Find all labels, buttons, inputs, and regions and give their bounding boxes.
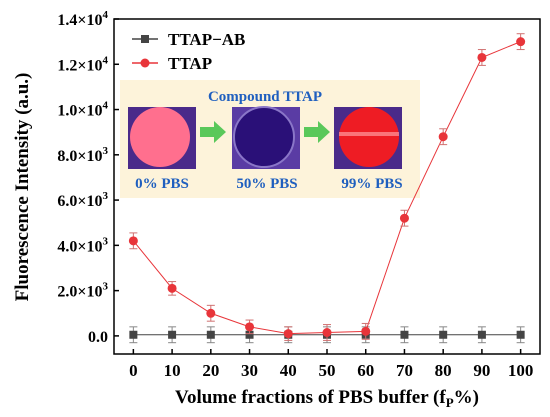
data-point (399, 213, 409, 223)
data-point (168, 330, 177, 339)
data-point (245, 322, 255, 332)
data-point (322, 327, 332, 337)
x-tick-label: 20 (202, 361, 219, 380)
inset-label-1: 50% PBS (236, 176, 297, 192)
data-point (477, 52, 487, 62)
data-point (516, 330, 525, 339)
y-tick-label: 8.0×103 (57, 145, 108, 165)
data-point (129, 330, 138, 339)
data-point (167, 283, 177, 293)
x-tick-label: 80 (435, 361, 452, 380)
arrow-right-icon (200, 121, 226, 143)
legend: TTAP−AB TTAP (132, 30, 245, 73)
x-tick-label: 50 (319, 361, 336, 380)
data-point (283, 329, 293, 339)
y-tick-label: 1.0×104 (57, 100, 108, 120)
data-point (206, 330, 215, 339)
well-2 (334, 107, 402, 169)
y-tick-label: 1.4×104 (57, 9, 108, 29)
well-0-circle (130, 107, 190, 167)
x-tick-label: 100 (508, 361, 534, 380)
plot-area (128, 33, 526, 344)
series-1 (128, 33, 526, 341)
y-tick-label: 2.0×103 (57, 281, 108, 301)
well-2-circle (339, 107, 399, 167)
inset-panel: Compound TTAP 0% PBS 50% PBS 99% PBS (120, 80, 420, 198)
x-axis-label: Volume fractions of PBS buffer (fP%) (175, 387, 479, 410)
legend-label-ttap-ab: TTAP−AB (168, 30, 245, 49)
x-tick-label: 60 (357, 361, 374, 380)
y-tick-label: 0.0 (88, 329, 108, 346)
y-axis-label: Fluorescence Intensity (a.u.) (12, 73, 33, 302)
data-point (361, 326, 371, 336)
data-point (206, 308, 216, 318)
data-point (245, 330, 254, 339)
legend-item-ttap: TTAP (132, 54, 212, 73)
y-tick-label: 1.2×104 (57, 54, 108, 74)
legend-item-ttap-ab: TTAP−AB (132, 30, 245, 49)
x-tick-label: 70 (396, 361, 413, 380)
data-point (516, 37, 526, 47)
x-tick-label: 90 (473, 361, 490, 380)
x-tick-label: 10 (164, 361, 181, 380)
x-tick-label: 40 (280, 361, 297, 380)
x-axis: 0 10 20 30 40 50 60 70 80 90 100 (129, 349, 533, 380)
x-tick-label: 30 (241, 361, 258, 380)
inset-label-2: 99% PBS (341, 176, 402, 192)
y-axis: 0.0 2.0×103 4.0×103 6.0×103 8.0×103 1.0×104 1.… (57, 9, 119, 346)
y-tick-label: 6.0×103 (57, 190, 108, 210)
data-point (438, 132, 448, 142)
inset-title: Compound TTAP (208, 89, 322, 105)
well-1 (232, 106, 300, 169)
well-0 (128, 107, 196, 169)
data-point (400, 330, 409, 339)
legend-label-ttap: TTAP (168, 54, 212, 73)
well-1-circle (233, 106, 295, 168)
y-tick-label: 4.0×103 (57, 235, 108, 255)
x-tick-label: 0 (129, 361, 138, 380)
data-point (439, 330, 448, 339)
data-point (477, 330, 486, 339)
arrow-right-icon (304, 121, 330, 143)
data-point (128, 236, 138, 246)
inset-label-0: 0% PBS (135, 176, 189, 192)
